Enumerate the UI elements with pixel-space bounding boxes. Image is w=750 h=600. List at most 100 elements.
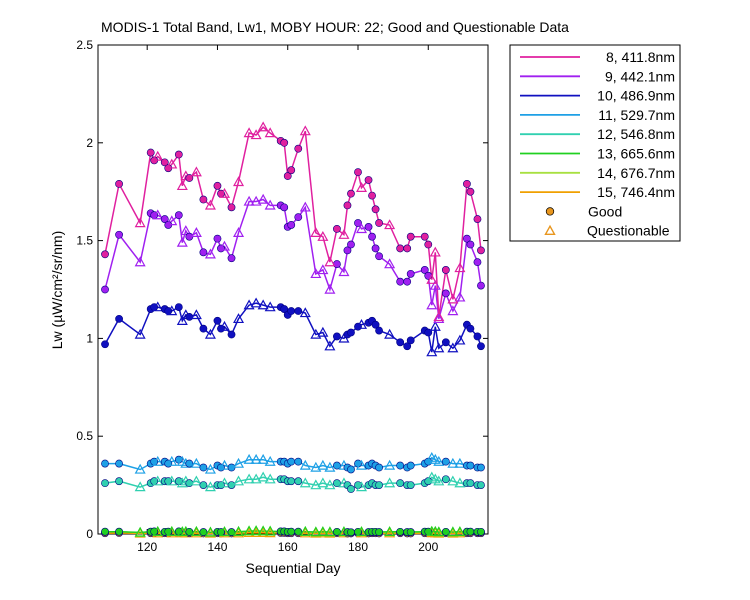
- questionable-point-13: [433, 526, 445, 537]
- good-point-8: [199, 195, 208, 204]
- questionable-point-8: [257, 121, 269, 132]
- questionable-point-10: [384, 328, 396, 339]
- questionable-point-10: [429, 320, 441, 331]
- good-point-10: [333, 332, 341, 341]
- questionable-point-13: [152, 525, 164, 536]
- good-point-11: [466, 461, 475, 470]
- questionable-point-9: [176, 236, 188, 247]
- good-point-13: [115, 527, 123, 536]
- questionable-point-13: [190, 525, 202, 536]
- legend-label-12: 12, 546.8nm: [597, 126, 675, 142]
- x-axis-label: Sequential Day: [246, 560, 341, 576]
- good-point-13: [294, 527, 303, 536]
- good-point-8: [473, 215, 482, 223]
- questionable-point-9: [264, 199, 276, 210]
- good-point-12: [199, 481, 208, 489]
- questionable-point-11: [324, 461, 336, 472]
- questionable-point-9: [454, 291, 466, 302]
- questionable-point-9: [204, 248, 216, 259]
- y-tick-label: 0.5: [76, 429, 93, 443]
- questionable-point-12: [250, 473, 262, 484]
- questionable-point-12: [264, 473, 276, 484]
- legend-label-14: 14, 676.7nm: [597, 165, 675, 181]
- questionable-point-13: [454, 526, 466, 537]
- questionable-point-10: [324, 340, 336, 351]
- questionable-point-8: [454, 262, 466, 273]
- questionable-point-11: [134, 463, 146, 474]
- good-point-10: [280, 305, 289, 313]
- good-point-8: [403, 244, 412, 253]
- questionable-point-15: [299, 527, 311, 538]
- good-point-9: [403, 277, 412, 286]
- good-point-13: [396, 527, 405, 536]
- good-point-11: [199, 463, 208, 472]
- legend-questionable-marker: [544, 224, 556, 236]
- good-point-8: [347, 189, 355, 198]
- questionable-point-13: [447, 526, 459, 537]
- questionable-point-11: [233, 457, 245, 468]
- questionable-point-11: [299, 459, 311, 470]
- good-point-9: [227, 254, 236, 263]
- legend-label-13: 13, 665.6nm: [597, 146, 675, 162]
- questionable-point-11: [243, 453, 255, 464]
- good-point-9: [354, 219, 362, 227]
- good-point-8: [213, 181, 222, 190]
- good-point-8: [441, 266, 450, 274]
- good-point-11: [333, 461, 341, 470]
- legend-label-10: 10, 486.9nm: [597, 88, 675, 104]
- good-point-9: [364, 223, 373, 231]
- questionable-point-8: [218, 187, 231, 198]
- series-markers: [101, 121, 485, 538]
- questionable-point-8: [429, 246, 441, 257]
- questionable-point-11: [317, 459, 329, 470]
- good-point-13: [333, 527, 341, 536]
- questionable-point-13: [218, 526, 231, 537]
- good-point-8: [283, 172, 292, 180]
- questionable-point-9: [384, 258, 396, 269]
- good-point-10: [115, 314, 123, 323]
- good-point-8: [160, 158, 169, 167]
- legend-label-11: 11, 529.7nm: [598, 107, 675, 123]
- legend-label-8: 8, 411.8nm: [606, 49, 675, 65]
- questionable-point-9: [338, 266, 350, 277]
- good-point-10: [466, 324, 475, 333]
- questionable-point-10: [257, 299, 269, 310]
- questionable-point-9: [152, 209, 164, 220]
- good-point-12: [375, 481, 383, 489]
- questionable-point-8: [204, 199, 216, 210]
- good-point-8: [371, 205, 380, 214]
- good-point-10: [396, 338, 405, 347]
- questionable-point-9: [299, 201, 311, 212]
- questionable-point-9: [190, 227, 202, 237]
- legend-good-marker: [545, 207, 555, 216]
- questionable-point-12: [299, 477, 311, 488]
- questionable-point-8: [134, 217, 146, 228]
- good-point-9: [368, 232, 376, 241]
- questionable-point-9: [250, 195, 262, 206]
- good-point-10: [403, 342, 412, 351]
- questionable-point-9: [180, 225, 192, 236]
- good-point-13: [185, 527, 194, 536]
- questionable-point-15: [250, 527, 262, 538]
- good-point-13: [441, 527, 450, 536]
- questionable-point-8: [176, 180, 188, 191]
- good-point-8: [477, 246, 485, 255]
- legend-label-15: 15, 746.4nm: [597, 184, 675, 200]
- questionable-point-10: [243, 299, 255, 310]
- good-point-11: [406, 461, 415, 470]
- good-point-9: [174, 211, 183, 220]
- good-point-13: [227, 528, 236, 536]
- good-point-10: [174, 303, 183, 312]
- good-point-13: [101, 527, 109, 536]
- questionable-point-12: [324, 479, 336, 490]
- questionable-point-9: [355, 223, 368, 234]
- questionable-point-13: [204, 526, 216, 537]
- good-point-9: [115, 230, 123, 239]
- questionable-point-10: [152, 301, 164, 312]
- questionable-point-9: [447, 305, 459, 316]
- questionable-point-10: [190, 309, 202, 320]
- questionable-point-11: [264, 455, 276, 466]
- questionable-point-13: [355, 526, 368, 537]
- good-point-9: [280, 203, 289, 212]
- good-point-9: [396, 277, 405, 286]
